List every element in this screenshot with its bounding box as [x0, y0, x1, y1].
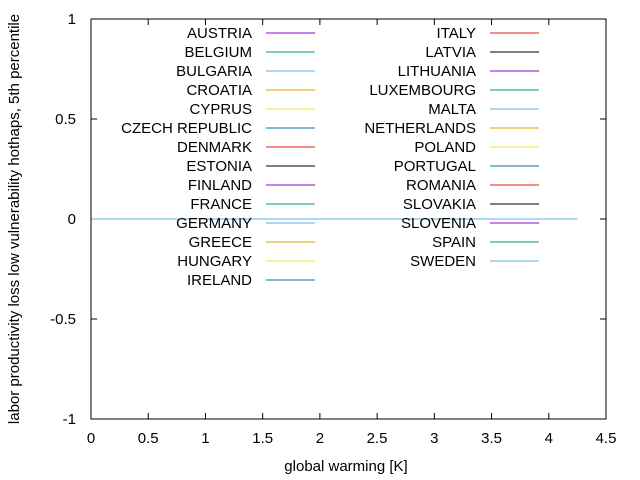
- legend-label: ROMANIA: [406, 177, 476, 194]
- legend-label: SWEDEN: [410, 253, 476, 270]
- y-tick-label: 1: [68, 11, 76, 28]
- legend-label: SLOVAKIA: [403, 196, 476, 213]
- x-tick-label: 4: [545, 430, 553, 447]
- legend-label: LATVIA: [425, 44, 476, 61]
- x-tick-label: 1: [201, 430, 209, 447]
- x-tick-label: 3.5: [481, 430, 502, 447]
- legend-label: LITHUANIA: [398, 63, 476, 80]
- legend-label: FRANCE: [190, 196, 252, 213]
- legend-label: CZECH REPUBLIC: [121, 120, 252, 137]
- x-tick-label: 2: [316, 430, 324, 447]
- x-tick-label: 4.5: [596, 430, 617, 447]
- x-tick-label: 0: [87, 430, 95, 447]
- legend-label: FINLAND: [188, 177, 252, 194]
- x-tick-label: 3: [430, 430, 438, 447]
- legend-label: ITALY: [437, 25, 476, 42]
- legend-label: PORTUGAL: [394, 158, 476, 175]
- legend-label: LUXEMBOURG: [369, 82, 476, 99]
- legend-label: BELGIUM: [184, 44, 252, 61]
- legend-label: MALTA: [428, 101, 476, 118]
- legend-label: SPAIN: [432, 234, 476, 251]
- y-tick-label: 0.5: [55, 111, 76, 128]
- x-axis-label: global warming [K]: [284, 458, 407, 475]
- legend-label: CYPRUS: [189, 101, 252, 118]
- y-tick-label: -1: [63, 411, 76, 428]
- legend: AUSTRIA BELGIUM BULGARIA CROATIA CYPRUS CZECH…: [121, 25, 539, 289]
- legend-label: NETHERLANDS: [364, 120, 476, 137]
- x-tick-label: 0.5: [138, 430, 159, 447]
- legend-label: AUSTRIA: [187, 25, 252, 42]
- legend-label: CROATIA: [186, 82, 252, 99]
- legend-label: HUNGARY: [177, 253, 252, 270]
- legend-label: POLAND: [414, 139, 476, 156]
- y-axis-label: labor productivity loss low vulnerabilit…: [6, 14, 23, 424]
- legend-label: ESTONIA: [186, 158, 252, 175]
- y-tick-label: -0.5: [50, 311, 76, 328]
- tick-labels: 0 0.5 1 1.5 2 2.5 3 3.5 4 4.5 1 0.5 0 -0.5 -1: [50, 11, 616, 447]
- legend-label: BULGARIA: [176, 63, 252, 80]
- x-tick-label: 2.5: [367, 430, 388, 447]
- legend-label: GERMANY: [176, 215, 252, 232]
- legend-label: GREECE: [189, 234, 252, 251]
- legend-label: SLOVENIA: [401, 215, 476, 232]
- x-tick-label: 1.5: [252, 430, 273, 447]
- legend-label: DENMARK: [177, 139, 252, 156]
- plot-frame: [90, 18, 607, 420]
- legend-label: IRELAND: [187, 272, 252, 289]
- y-tick-label: 0: [68, 211, 76, 228]
